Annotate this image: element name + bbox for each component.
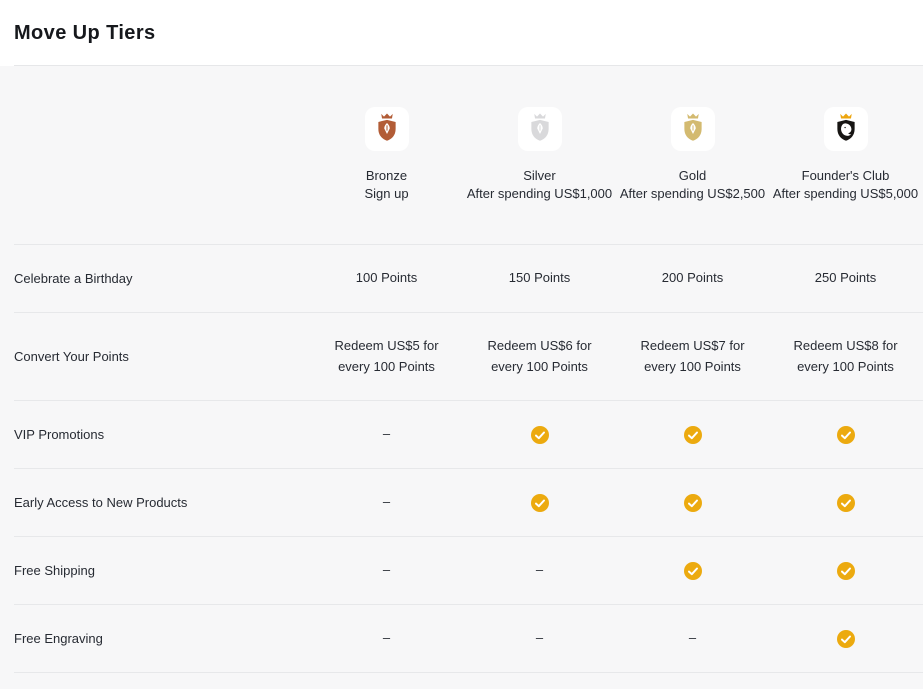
check-icon <box>530 493 549 512</box>
benefit-value-cell: Redeem US$7 for every 100 Points <box>640 338 745 374</box>
benefit-label: Convert Your Points <box>14 349 129 364</box>
benefit-value-cell: 250 Points <box>814 270 877 286</box>
row-celebrate-a-birthday: Celebrate a Birthday 100 Points 150 Poin… <box>14 245 923 313</box>
benefit-value-cell <box>616 424 769 444</box>
row-free-engraving: Free Engraving – – – <box>14 605 923 673</box>
founders-club-tier-icon <box>823 107 868 151</box>
silver-tier-icon <box>517 107 562 151</box>
row-convert-your-points: Convert Your Points Redeem US$5 for ever… <box>14 313 923 401</box>
benefit-value-cell <box>463 424 616 444</box>
benefit-label: Free Engraving <box>14 631 103 646</box>
tier-condition: After spending US$2,500 <box>619 186 766 201</box>
benefit-value-cell: 150 Points <box>508 270 571 286</box>
title-bar: Move Up Tiers <box>0 0 923 66</box>
tier-name: Founder's Club <box>801 168 890 183</box>
benefit-value-cell <box>616 560 769 580</box>
bronze-tier-icon <box>364 107 409 151</box>
benefit-value-cell: Redeem US$8 for every 100 Points <box>793 338 898 374</box>
benefit-value-cell <box>769 492 922 512</box>
benefit-value-cell: – <box>382 426 391 442</box>
tier-name: Silver <box>523 168 556 183</box>
tier-header-row: Bronze Sign up Silver After spending US$… <box>14 66 923 245</box>
benefit-value-cell: 100 Points <box>355 270 418 286</box>
check-icon <box>836 425 855 444</box>
tier-column-silver: Silver After spending US$1,000 <box>463 107 616 201</box>
benefit-value-cell: Redeem US$6 for every 100 Points <box>487 338 592 374</box>
row-early-access-to-new-products: Early Access to New Products – <box>14 469 923 537</box>
row-free-shipping: Free Shipping – – <box>14 537 923 605</box>
check-icon <box>683 561 702 580</box>
benefit-value-cell: – <box>688 630 697 646</box>
benefit-value-cell <box>769 628 922 648</box>
check-icon <box>683 425 702 444</box>
check-icon <box>836 629 855 648</box>
check-icon <box>836 561 855 580</box>
benefit-value-cell: – <box>382 562 391 578</box>
benefit-label: Early Access to New Products <box>14 495 188 510</box>
tier-name: Gold <box>678 168 707 183</box>
title-divider <box>14 65 923 66</box>
tiers-table: Bronze Sign up Silver After spending US$… <box>0 66 923 689</box>
benefit-value-cell: Redeem US$5 for every 100 Points <box>334 338 439 374</box>
benefit-label: VIP Promotions <box>14 427 105 442</box>
check-icon <box>683 493 702 512</box>
tier-condition: Sign up <box>364 186 409 201</box>
benefit-value-cell: – <box>535 630 544 646</box>
benefit-label: Celebrate a Birthday <box>14 271 133 286</box>
benefit-value-cell <box>769 560 922 580</box>
benefit-value-cell <box>616 492 769 512</box>
tier-column-founders-club: Founder's Club After spending US$5,000 <box>769 107 922 201</box>
gold-tier-icon <box>670 107 715 151</box>
tier-condition: After spending US$1,000 <box>466 186 613 201</box>
tier-condition: After spending US$5,000 <box>772 186 919 201</box>
tier-column-bronze: Bronze Sign up <box>310 107 463 201</box>
benefit-label: Free Shipping <box>14 563 95 578</box>
tier-name: Bronze <box>365 168 408 183</box>
benefit-value-cell: – <box>535 562 544 578</box>
check-icon <box>530 425 549 444</box>
check-icon <box>836 493 855 512</box>
page-title: Move Up Tiers <box>14 22 156 44</box>
row-vip-promotions: VIP Promotions – <box>14 401 923 469</box>
benefit-value-cell: – <box>382 630 391 646</box>
benefit-value-cell <box>769 424 922 444</box>
benefit-value-cell <box>463 492 616 512</box>
benefit-value-cell: 200 Points <box>661 270 724 286</box>
benefit-value-cell: – <box>382 494 391 510</box>
tier-column-gold: Gold After spending US$2,500 <box>616 107 769 201</box>
